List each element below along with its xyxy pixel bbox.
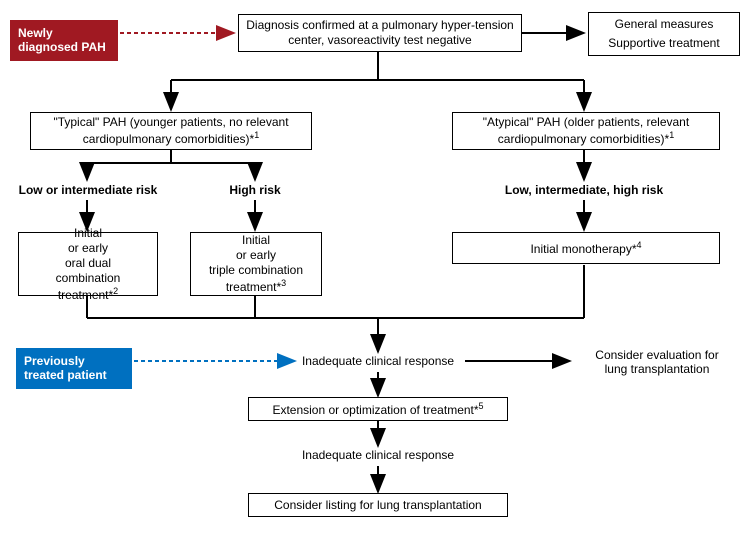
general-measures-l1: General measures <box>615 17 714 32</box>
inadequate-response-2: Inadequate clinical response <box>298 448 458 462</box>
newly-diagnosed-label: Newly diagnosed PAH <box>18 26 106 54</box>
low-int-high-label: Low, intermediate, high risk <box>494 183 674 197</box>
high-risk-label: High risk <box>222 183 288 197</box>
low-intermediate-label: Low or intermediate risk <box>18 183 158 197</box>
consider-eval-label: Consider evaluation for lung transplanta… <box>574 348 740 377</box>
typical-pah-text: "Typical" PAH (younger patients, no rele… <box>37 115 305 147</box>
previously-treated-tag: Previously treated patient <box>16 348 132 389</box>
general-measures-box: General measures Supportive treatment <box>588 12 740 56</box>
diagnosis-box: Diagnosis confirmed at a pulmonary hyper… <box>238 14 522 52</box>
atypical-pah-box: "Atypical" PAH (older patients, relevant… <box>452 112 720 150</box>
inadequate-response-1: Inadequate clinical response <box>298 354 458 368</box>
typical-pah-box: "Typical" PAH (younger patients, no rele… <box>30 112 312 150</box>
final-box: Consider listing for lung transplantatio… <box>248 493 508 517</box>
newly-diagnosed-tag: Newly diagnosed PAH <box>10 20 118 61</box>
general-measures-l2: Supportive treatment <box>608 36 719 51</box>
final-text: Consider listing for lung transplantatio… <box>274 498 481 513</box>
extension-box: Extension or optimization of treatment*5 <box>248 397 508 421</box>
atypical-pah-text: "Atypical" PAH (older patients, relevant… <box>459 115 713 147</box>
initial-triple-box: Initial or early triple combination trea… <box>190 232 322 296</box>
initial-dual-box: Initial or early oral dual combination t… <box>18 232 158 296</box>
previously-treated-label: Previously treated patient <box>24 354 107 382</box>
initial-mono-box: Initial monotherapy*4 <box>452 232 720 264</box>
diagnosis-text: Diagnosis confirmed at a pulmonary hyper… <box>245 18 515 48</box>
